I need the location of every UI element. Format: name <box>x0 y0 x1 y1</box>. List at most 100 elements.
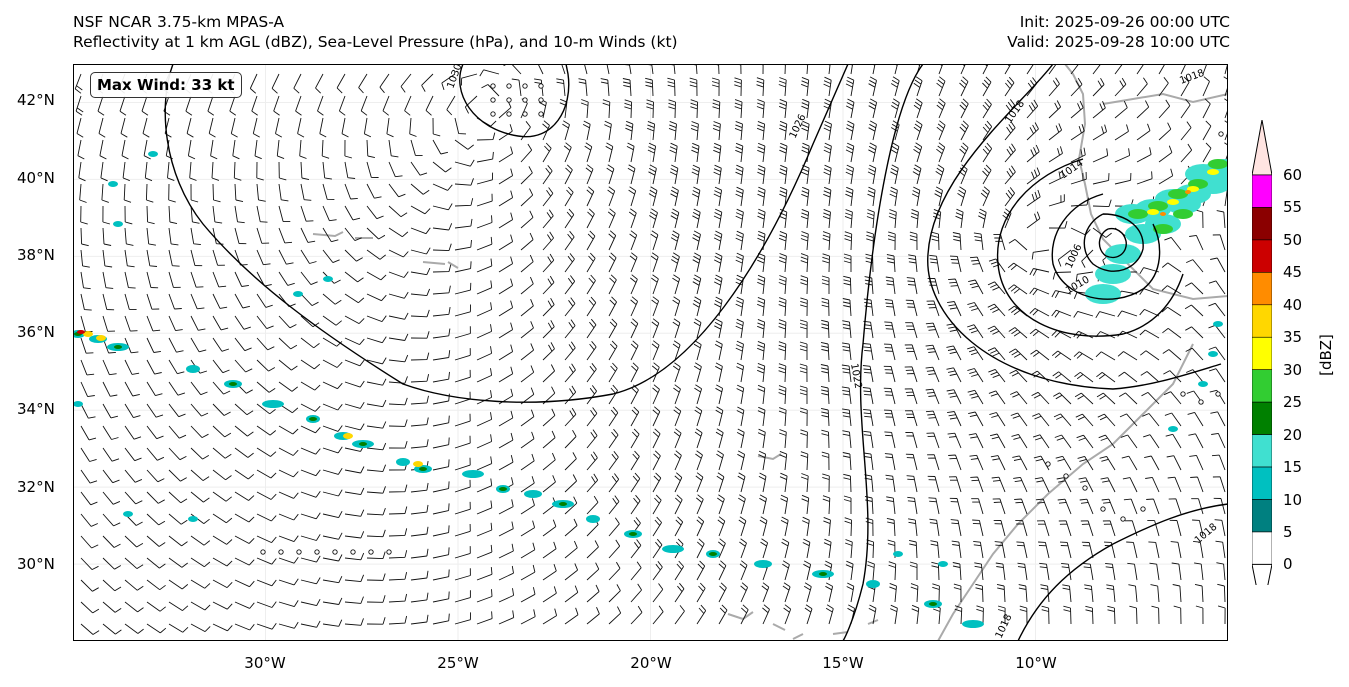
wind-barb <box>256 469 277 479</box>
wind-barb <box>1114 124 1129 141</box>
wind-barb <box>410 227 431 235</box>
wind-barb <box>124 535 144 548</box>
wind-barb <box>692 208 701 229</box>
wind-barb <box>927 277 940 295</box>
wind-barb <box>498 432 514 449</box>
wind-barb <box>759 516 768 537</box>
wind-barb <box>234 491 255 501</box>
wind-barb <box>890 164 899 185</box>
wind-barb <box>322 425 343 432</box>
wind-barb <box>190 425 209 438</box>
reflectivity-cell <box>1125 224 1161 244</box>
wind-barb <box>1217 583 1226 603</box>
wind-barb <box>520 542 536 559</box>
wind-barb <box>124 381 140 397</box>
wind-barb <box>300 315 320 328</box>
wind-barb <box>256 381 276 393</box>
wind-barb <box>1076 434 1094 449</box>
wind-barb <box>1098 434 1116 449</box>
wind-barb <box>344 359 365 367</box>
wind-barb <box>498 588 515 603</box>
wind-barb <box>278 359 298 371</box>
wind-barb <box>1164 236 1182 251</box>
wind-barb <box>322 293 342 305</box>
wind-barb <box>1062 584 1072 603</box>
wind-barb <box>80 227 89 247</box>
wind-barb <box>102 271 114 289</box>
wind-barb <box>651 274 659 295</box>
wind-barb <box>278 381 298 392</box>
wind-barb <box>121 139 129 160</box>
wind-barb <box>256 315 274 330</box>
wind-barb <box>734 120 743 141</box>
wind-barb <box>1194 583 1204 603</box>
wind-barb <box>652 516 662 537</box>
wind-barb <box>801 120 810 141</box>
wind-barb <box>1202 142 1212 163</box>
wind-barb <box>1077 455 1094 471</box>
wind-barb <box>190 293 205 310</box>
wind-barb <box>344 271 364 283</box>
wind-barb <box>1186 259 1204 273</box>
colorbar-tick-label: 30 <box>1283 360 1303 379</box>
wind-barb <box>1052 371 1072 383</box>
wind-barb <box>582 120 591 141</box>
pressure-isobars <box>164 64 1228 641</box>
wind-barb <box>520 431 535 449</box>
wind-barb <box>190 381 208 396</box>
wind-barb <box>713 142 722 163</box>
wind-barb <box>446 95 456 116</box>
wind-barb <box>890 76 900 97</box>
wind-barb <box>1148 541 1160 559</box>
wind-barb <box>142 117 150 138</box>
wind-barb <box>190 403 209 417</box>
wind-barb <box>124 315 138 332</box>
wind-barb <box>823 538 832 559</box>
wind-barb <box>629 252 638 273</box>
wind-barb <box>1191 498 1204 515</box>
wind-barb <box>586 186 595 207</box>
wind-barb <box>894 64 898 75</box>
wind-barb <box>689 64 698 75</box>
calm-wind-circle <box>1100 506 1106 512</box>
colorbar-cell <box>1252 531 1272 565</box>
wind-barb <box>845 120 855 141</box>
wind-barb <box>520 143 533 163</box>
wind-barb <box>884 453 896 471</box>
calm-wind-circle <box>1140 506 1146 512</box>
wind-barb <box>845 98 855 119</box>
reflectivity-cell <box>1187 186 1199 192</box>
wind-barb <box>1026 211 1041 229</box>
reflectivity-cell <box>323 276 333 282</box>
lat-tick-label: 42°N <box>17 91 55 109</box>
wind-barb <box>585 164 594 185</box>
wind-barb <box>498 278 514 295</box>
wind-barb <box>738 494 746 515</box>
wind-barb <box>80 557 99 571</box>
wind-barb <box>1048 220 1068 229</box>
wind-barb <box>778 275 787 295</box>
wind-barb <box>608 340 618 361</box>
calm-wind-circle <box>278 549 284 555</box>
wind-barb <box>256 161 264 181</box>
wind-barb <box>1002 208 1012 229</box>
wind-barb <box>1150 584 1160 603</box>
reflectivity-cell <box>1198 381 1208 387</box>
wind-barb <box>1140 350 1160 361</box>
wind-barb <box>736 406 745 427</box>
wind-barb <box>498 168 514 185</box>
wind-barb <box>564 341 576 361</box>
wind-barb <box>167 161 175 182</box>
wind-barb <box>868 604 877 625</box>
wind-barb <box>935 164 945 185</box>
wind-barb <box>476 500 493 515</box>
wind-barb <box>476 236 493 251</box>
wind-barb <box>1048 64 1057 75</box>
wind-barb <box>800 297 808 317</box>
wind-barb <box>607 208 616 229</box>
wind-barb <box>713 186 723 207</box>
wind-barb <box>757 428 766 449</box>
wind-barb <box>234 337 252 352</box>
wind-barb <box>344 315 365 324</box>
wind-barb <box>366 227 386 240</box>
